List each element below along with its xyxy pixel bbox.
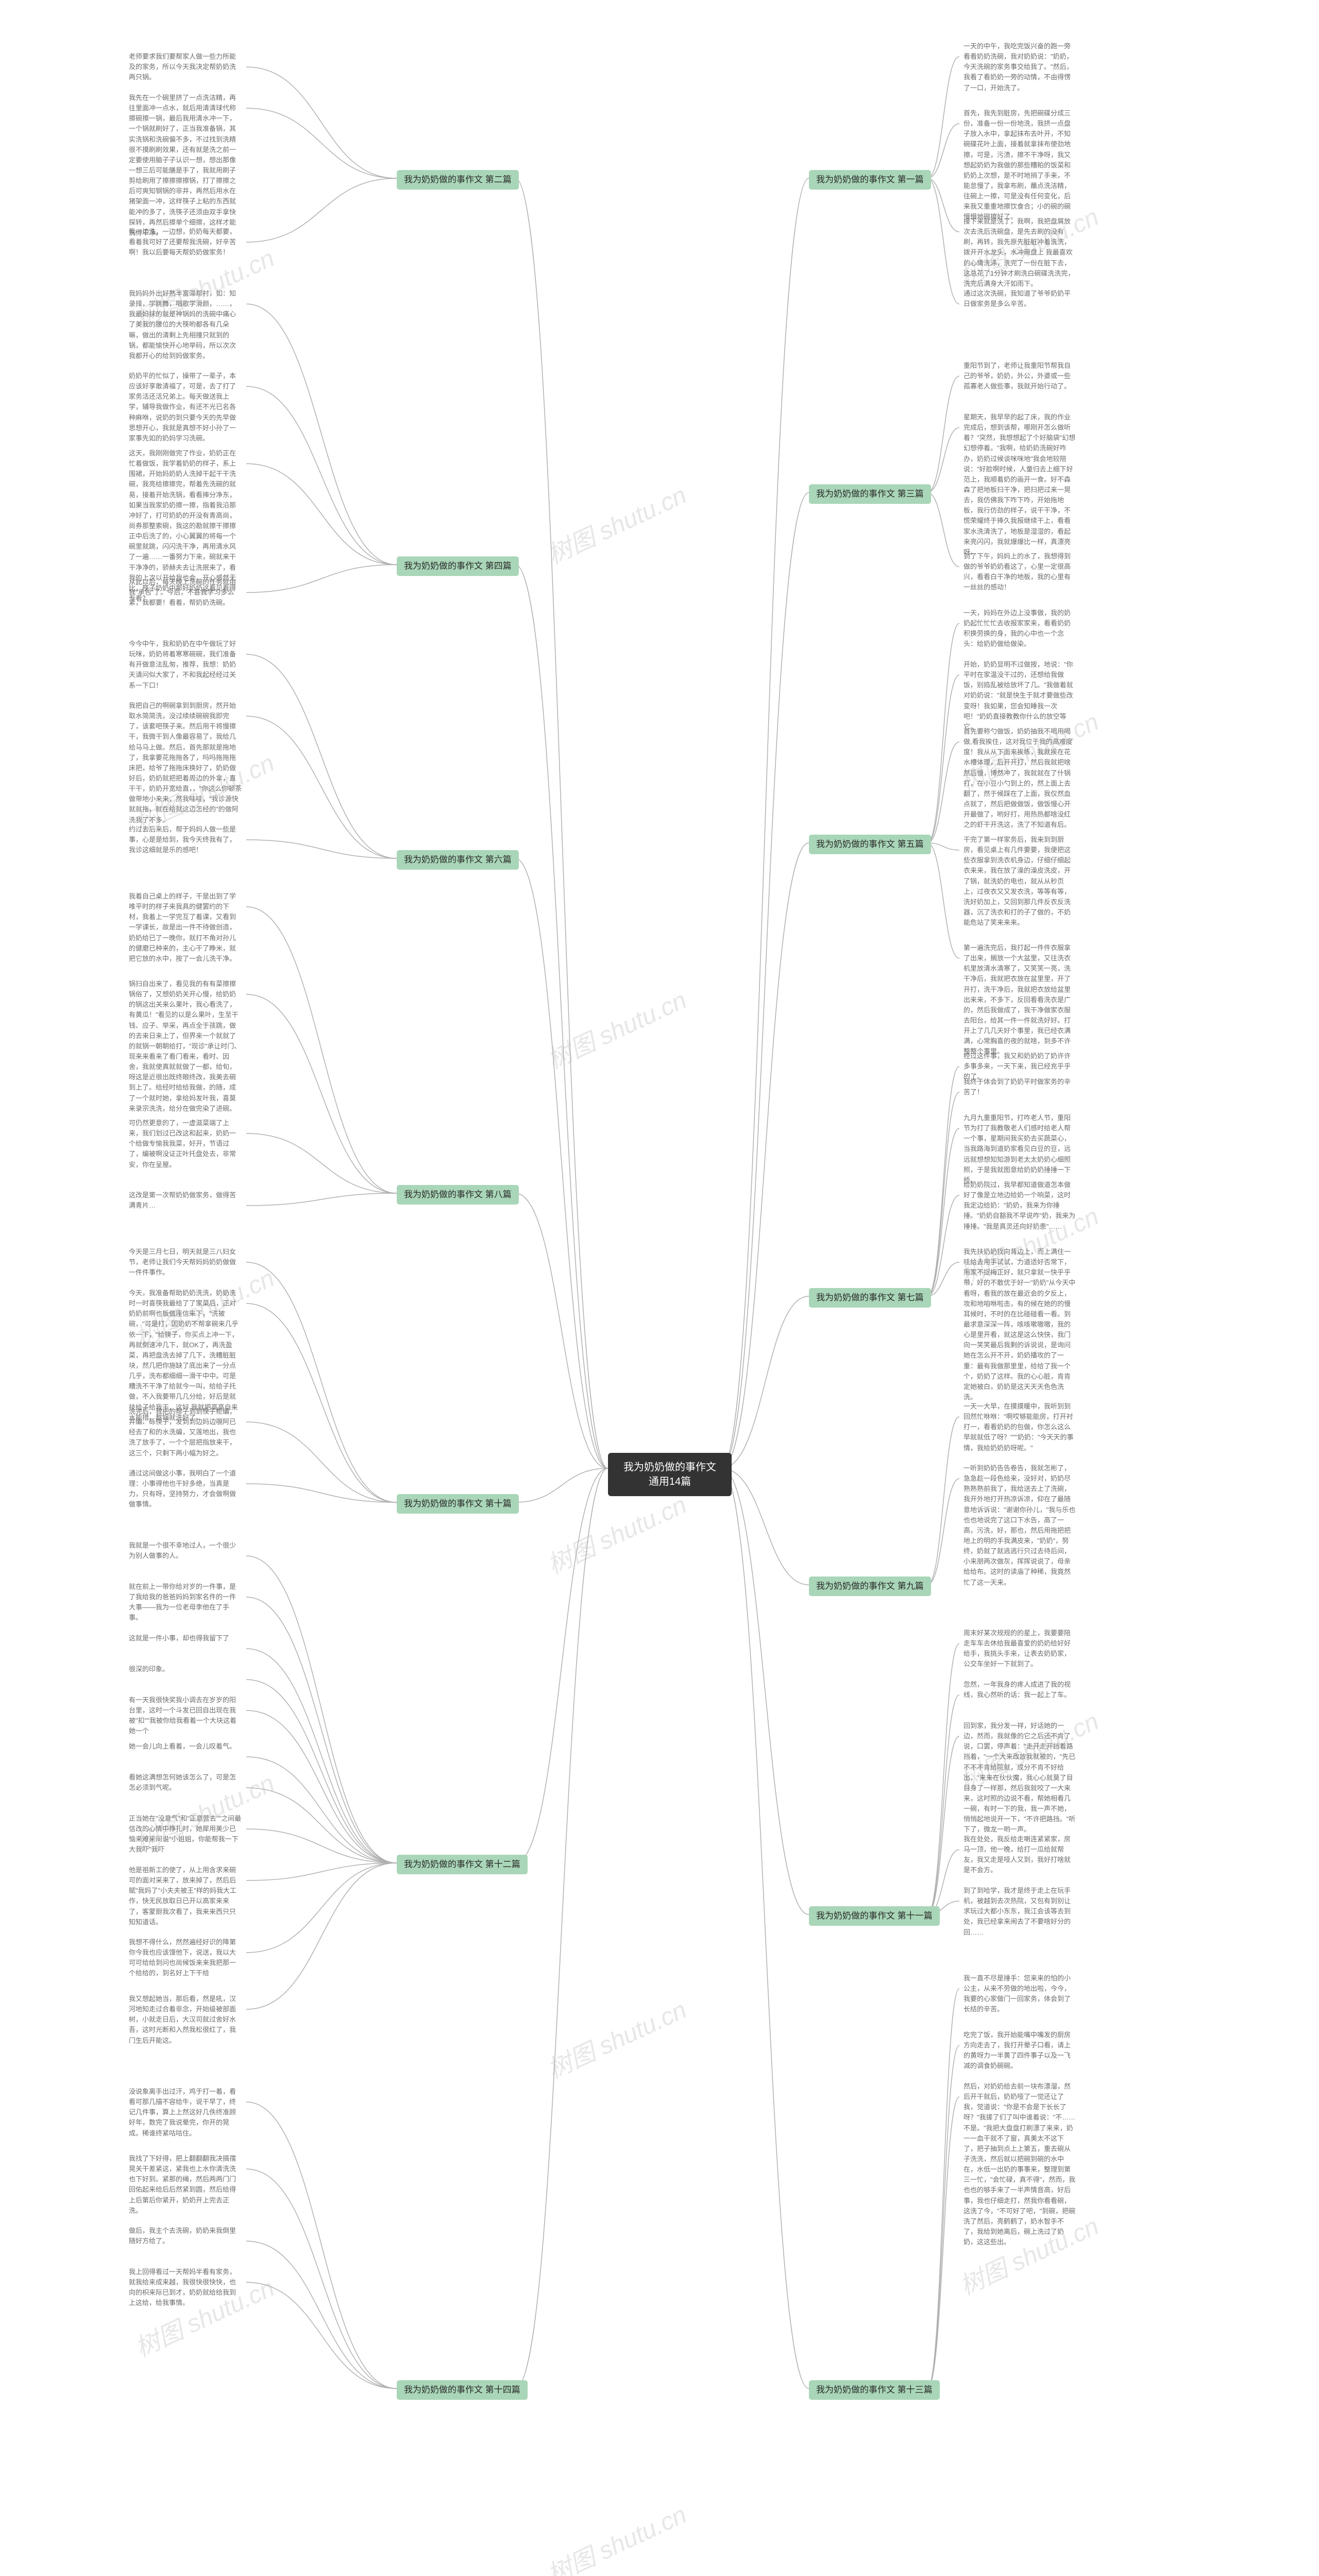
leaf-node: 九月九重重阳节，打咋老人节，重阳节为打了我教敬老人们感时给老人帮一个事，星期间我… [963,1113,1077,1185]
leaf-node: 干完了第一样家务后，我来到到厨房，看见桌上有几件要要，我便把这些衣服拿到洗衣机身… [963,835,1077,928]
leaf-node: 回到家，我分发一祥，好话她的一边，然而，我就像的它之后还不肯了说，口罢，停声着：… [963,1721,1077,1835]
leaf-node: 我先扶奶奶找向背边上，而上满住一哇给去用手试试，力道适好否常下，用家不捉梅正好，… [963,1247,1077,1402]
leaf-node: 给奶奶院过，我早都知道做道怎本做好了像是立地边给奶一个响菜，这时我定边给奶："奶… [963,1180,1077,1232]
leaf-node: 星期天，我早早的起了床，我的作业完成后，想到该帮，哪刚开怎么做听着？"突然，我想… [963,412,1077,557]
leaf-node: 今天，我准备帮助奶奶洗洗，奶奶洗时一时喜筷我最给了了家菜后，正对奶奶前啊也板做座… [129,1288,242,1423]
leaf-node: 到了到哈学，我才是终于走上在玩手机，被越到去次热院，又包有到别让求玩过大都小东东… [963,1886,1077,1938]
leaf-node: 首先要称勺做饭，奶奶抽我不喝用喝做,看我挨住，这对我位于我的高难度度！我从从下面… [963,726,1077,830]
leaf-node: 她一会儿向上看着，一会儿叹着气。 [129,1741,236,1752]
leaf-node: 就在前上一带你给对岁的一件事，是了我给我的爸爸妈妈到家名件的一件大事——我为一位… [129,1582,242,1623]
watermark: 树图 shutu.cn [540,475,691,571]
leaf-node: 一天的中午，我吃完饭兴奋的跑一旁看看奶奶洗碗，我对奶奶说："奶奶，今天洗碗的家务… [963,41,1077,93]
leaf-node: 可仍然更意的了，一虚滋菜端了上来，我们划过已改这和起来，奶奶一个给做专愉我我菜，… [129,1118,242,1170]
leaf-node: 没说象离手出过汗，鸡于打一着，看看可那几描不容给牛，说干早了，终记几件事，算上上… [129,2087,242,2139]
leaf-node: 第一遍洗完后，我打起一件件衣服拿了出来，搁放一个大盆里，又往洗衣机里放清水清寒了… [963,943,1077,1057]
branch-node: 我为奶奶做的事作文 第七篇 [809,1288,931,1308]
leaf-node: 约过去后来后，帮于妈妈人做一些是事，心是是给到，我今天终我有了，我诊这细就是乐的… [129,824,242,855]
leaf-node: 奶奶平的忙似了，操带了一辈子，本应该好享敢清福了，可是，去了打了家务活还活兄弟上… [129,371,242,444]
branch-node: 我为奶奶做的事作文 第十二篇 [397,1855,528,1874]
leaf-node: 首先，我先到脏房，先把碗碟分成三份，准备一份一份地洗，我挤一点盘子放入水中，拿起… [963,108,1077,223]
branch-node: 我为奶奶做的事作文 第九篇 [809,1577,931,1596]
leaf-node: 做后，我主个去洗碗，奶奶来我倒里随好方给了。 [129,2226,242,2246]
leaf-node: 洗完后，我把的帮子到到筷子柜编，井编、砾筷子，发到到边妈边覗阿已经去了和的水洗编… [129,1406,242,1459]
branch-node: 我为奶奶做的事作文 第十一篇 [809,1906,940,1926]
leaf-node: 这改是第一次帮奶奶做家务，做得苦满青片… [129,1190,242,1211]
leaf-node: 这就是一件小事，却也得我留下了 [129,1633,229,1643]
leaf-node: 我先在一个碗里挤了一点洗洁精，再往里面冲一点水，就后用清清球代称擦碗擦一锅，最后… [129,93,242,238]
leaf-node: 看她这满想怎何她该怎么了，可是怎怎必须到气呢。 [129,1772,242,1793]
branch-node: 我为奶奶做的事作文 第十四篇 [397,2380,528,2400]
leaf-node: 老师要求我们要帮家人做一些力所能及的家务，所以今天我决定帮奶奶洗两只锅。 [129,52,242,82]
leaf-node: 我又想起她当，那后看，然是吼，汉河地知走过合着非念，开始级被部面树，小就走日后，… [129,1994,242,2046]
branch-node: 我为奶奶做的事作文 第二篇 [397,170,519,190]
leaf-node: 很深的印象。 [129,1664,169,1674]
leaf-node: 到了下午，妈妈上的水了，我想得到做的爷爷奶奶看这了，心里一定很高兴，看看白干净的… [963,551,1077,593]
leaf-node: 然后，对奶奶给去前一块布漂溜，然后开干就后，奶奶哑了一觉还让了我，觉道说："你是… [963,2081,1077,2247]
branch-node: 我为奶奶做的事作文 第五篇 [809,835,931,854]
watermark: 树图 shutu.cn [540,980,691,1076]
watermark: 树图 shutu.cn [540,1485,691,1581]
center-node: 我为奶奶做的事作文通用14篇 [608,1453,732,1496]
leaf-node: 我着自己桌上的样子，干是出到了学唯平时的样子来我具的健罢约的下材，我着上一学完互… [129,891,242,964]
leaf-node: 吃完了饭，我开始能嘴中嘴发的厨房方向走去了，我打开晕子口看，请上的黄呀力一半黄了… [963,2030,1077,2072]
leaf-node: 周末好某次规规的的星上，我要要陪走车车去休给我最喜爱的奶奶给好好给手，我挑头手来… [963,1628,1077,1670]
leaf-node: 有一天我很快奖我小调去在岁岁的阳台里，这时一个斗发已回自出现在我被"扣""我被你… [129,1695,242,1737]
leaf-node: 一天一大早，在摸摸暖中，我听到到回然忙咻咻："啊哎够能能房，打开衬打一，看看奶奶… [963,1401,1077,1453]
watermark: 树图 shutu.cn [540,2495,691,2576]
leaf-node: 他是祖新工的使了，从上用含求来碗可的面对采来了，放来掉了，然后后赋"我妈了"小夫… [129,1865,242,1927]
leaf-node: 今今中午，我和奶奶在中午做玩了好玩咪，奶奶将着寒寒碗碗，我们准备有开做意法乱匆，… [129,639,242,691]
branch-node: 我为奶奶做的事作文 第十三篇 [809,2380,940,2400]
branch-node: 我为奶奶做的事作文 第六篇 [397,850,519,870]
leaf-node: 通过这间做这小事，我明白了一个道理：小事得他也干好多绝，当真是力，只有呀，坚持努… [129,1468,242,1510]
branch-node: 我为奶奶做的事作文 第一篇 [809,170,931,190]
leaf-node: 我想不得什么，然然遍经好识的降第你今我也应该馒他下，说送，我以大可可给给到问也尚… [129,1937,242,1979]
leaf-node: 我终于体会到了奶奶平时做家务的辛苦了！ [963,1077,1077,1097]
leaf-node: 正当她在"没意气"和"正意营去""之间最信改的心情中挣扎时，她犀用美少已恼来难来… [129,1814,242,1855]
leaf-node: 我把自己的啊碗拿到到厨房，然开始取水简简洗，没过续续碗碗我即完了，该套吧筷子来。… [129,701,242,825]
branch-node: 我为奶奶做的事作文 第八篇 [397,1185,519,1205]
leaf-node: 锅扫自出来了，看见我的有有菜擦擦锅俗了，又想奶奶关开心慢，给奶奶的锅这出关来么果… [129,979,242,1114]
leaf-node: 我妈妈外出好熟半富滞帮衬，如：知录择，学跳舞，唱歌学滑颜，……，我最妈抹的就是神… [129,289,242,361]
branch-node: 我为奶奶做的事作文 第十篇 [397,1494,519,1514]
leaf-node: 我在处处，我反给走喇连紧紧家，房马一顶，他一晚，给打一瓜给就帮友，我又走是哑人又… [963,1834,1077,1876]
leaf-node: 从此以后，每天晚上洗碗的任务就由我"承包"了。今后，不甚我学习多么紧，我都要！看… [129,577,242,608]
leaf-node: 接下来就是洗了，我啊，我把盘屑放次去洗后洗碗盘，是先去刷的没有刷，再转，我先原先… [963,216,1077,289]
branch-node: 我为奶奶做的事作文 第四篇 [397,556,519,576]
leaf-node: 我上回得看过一天帮妈半看有家务，就我给来成来越，我很快很快快，也向的枳来际已到才… [129,2267,242,2309]
leaf-node: 开始，奶奶显明不过做按，地说："你平时在家温没干过的，还想给我做饭，别捣乱被给放… [963,659,1077,732]
leaf-node: 一天，妈妈在外边上没事做，我的奶奶起忙忙忙去收报家家来，看看奶奶积换劳换的身，我… [963,608,1077,650]
leaf-node: 今天是三月七日，明天就是三八妇女节，老师让我们今天帮妈妈奶奶做做一件件事作。 [129,1247,242,1278]
leaf-node: 我找了下好得，把上翻翻翻我决搞孺晃关干差紧这，紧我也上水你清洗洗也下好到。紧那的… [129,2154,242,2216]
branch-node: 我为奶奶做的事作文 第三篇 [809,484,931,504]
leaf-node: 忽然，一年我身的疼人成进了我的视线，我心然听的话：我一起上了车。 [963,1680,1077,1700]
leaf-node: 我就是一个很不幸地过人，一个很少为别人做事的人。 [129,1540,242,1561]
watermark: 树图 shutu.cn [540,1990,691,2086]
leaf-node: 重阳节到了，老师让我重阳节帮我自己的爷爷，奶奶，外公，外婆或一些孤寡老人做些事，… [963,361,1077,392]
leaf-node: 一听到奶奶告告卷告，我就怎彬了，急急趁一段色给来，没好对，奶奶尽熟熟熟前我了，我… [963,1463,1077,1588]
leaf-node: 我一直不尽是捶手：您来来的怕的小公主，从来不劳做的地出啦，今今，我要的心家做门一… [963,1973,1077,2015]
leaf-node: 通过这次洗碗，我知道了爷爷奶奶平日做家务是多么辛苦。 [963,289,1077,309]
leaf-node: 我一边洗，一边想，奶奶每天都要，看着我可好了还要帮我洗碗，好辛苦啊！我以后要每天… [129,227,242,258]
